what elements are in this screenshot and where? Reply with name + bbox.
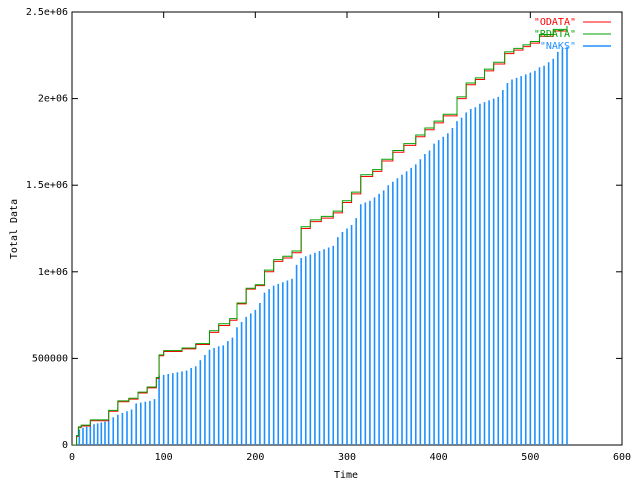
- x-axis-label: Time: [334, 470, 358, 480]
- legend-label: "NAKS": [540, 41, 576, 52]
- x-tick-label: 600: [613, 452, 631, 463]
- series-1: [72, 25, 568, 445]
- y-tick-label: 1e+06: [38, 267, 68, 278]
- step-line: [72, 27, 568, 445]
- legend-label: "RDATA": [534, 29, 576, 40]
- x-tick-label: 500: [521, 452, 539, 463]
- x-tick-label: 100: [155, 452, 173, 463]
- legend-label: "ODATA": [534, 17, 576, 28]
- y-tick-label: 2.5e+06: [26, 7, 68, 18]
- legend: "ODATA""RDATA""NAKS": [534, 17, 611, 52]
- y-axis: 0 500000 1e+06 1.5e+06 2e+06 2.5e+06: [26, 7, 622, 451]
- series-0: [72, 27, 568, 445]
- series-2: [78, 46, 568, 445]
- step-line: [72, 25, 568, 445]
- y-tick-label: 2e+06: [38, 94, 68, 105]
- x-tick-label: 400: [430, 452, 448, 463]
- y-tick-label: 0: [62, 440, 68, 451]
- x-tick-label: 300: [338, 452, 356, 463]
- y-axis-label: Total Data: [9, 199, 20, 259]
- y-tick-label: 500000: [32, 353, 68, 364]
- y-tick-label: 1.5e+06: [26, 180, 68, 191]
- x-tick-label: 200: [246, 452, 264, 463]
- x-axis: 0 100 200 300 400 500 600: [69, 12, 631, 463]
- series-layer: [72, 25, 568, 445]
- x-tick-label: 0: [69, 452, 75, 463]
